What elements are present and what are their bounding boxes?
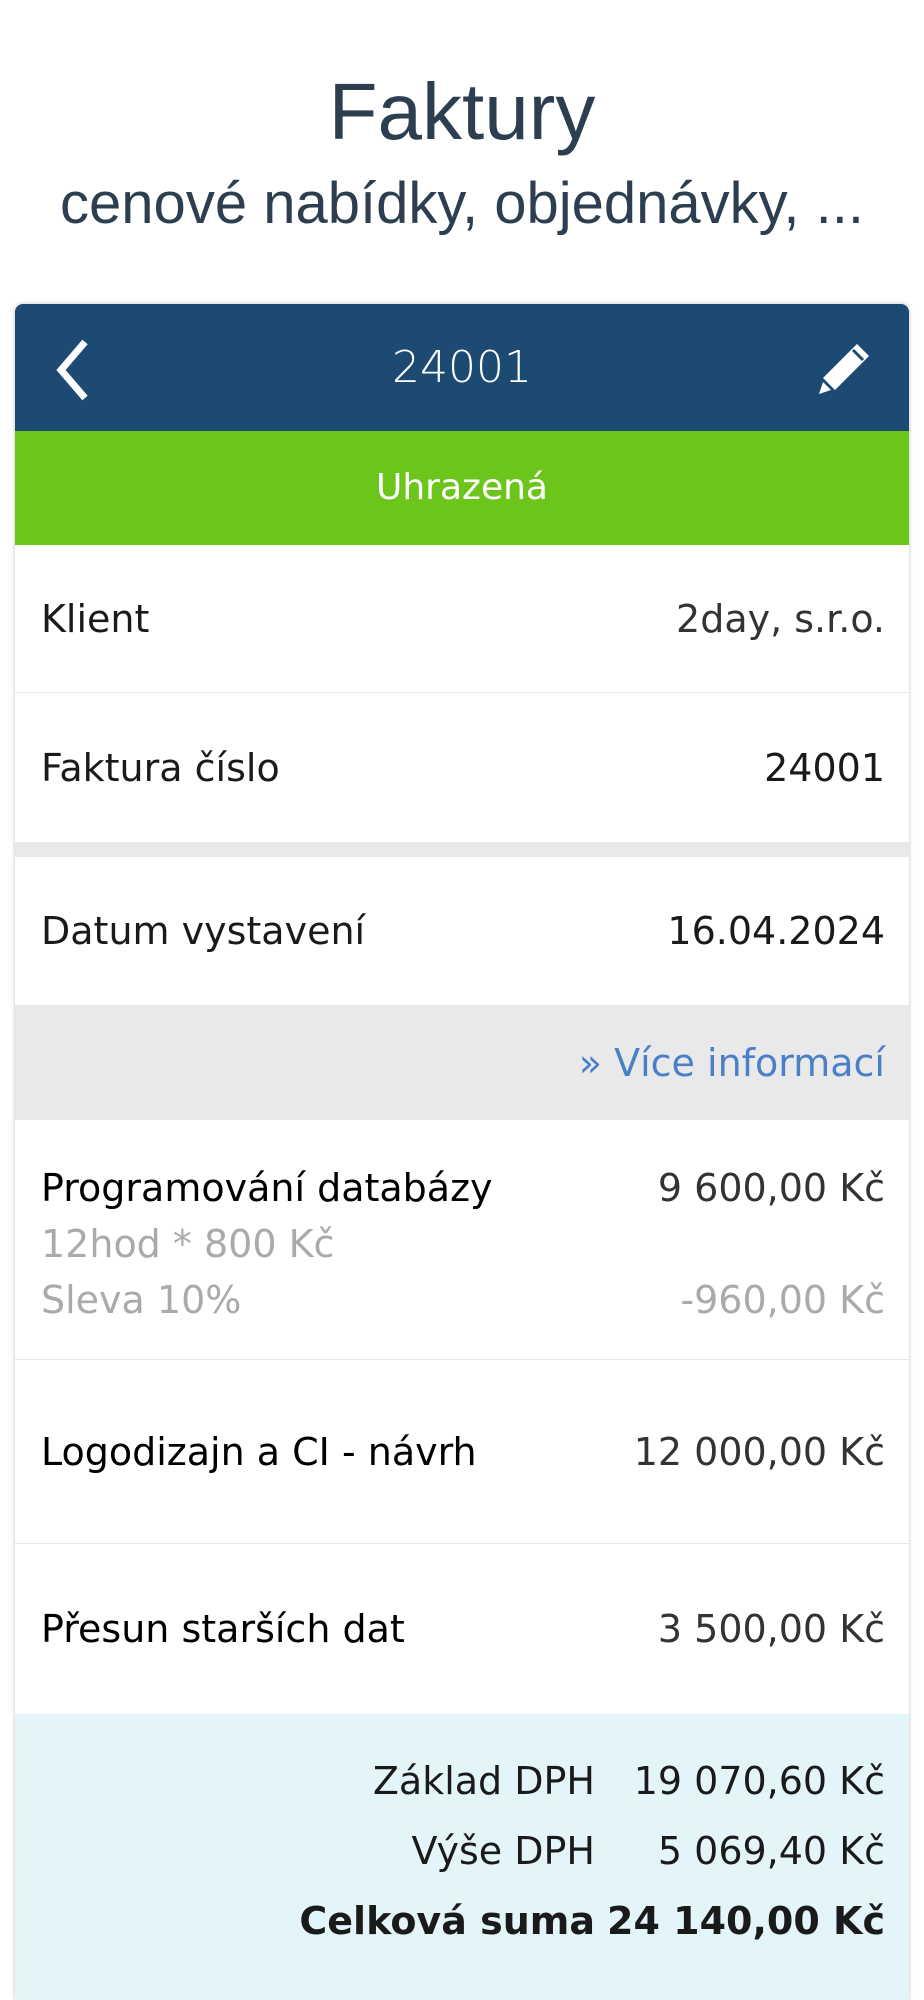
item-price: 12 000,00 Kč [633, 1429, 885, 1474]
page-subtitle: cenové nabídky, objednávky, ... [60, 171, 864, 236]
summary-label: Celková suma [299, 1899, 595, 1943]
divider [15, 842, 909, 857]
item-discount-value: -960,00 Kč [680, 1278, 885, 1322]
summary-value: 5 069,40 Kč [657, 1829, 885, 1873]
item-price: 9 600,00 Kč [657, 1166, 885, 1210]
chevron-left-icon[interactable] [51, 338, 101, 402]
summary-value: 19 070,60 Kč [633, 1759, 885, 1803]
invoice-number-title: 24001 [392, 342, 532, 393]
pencil-icon[interactable] [817, 340, 873, 396]
item-price: 3 500,00 Kč [657, 1607, 885, 1651]
summary-row-vat-base: Základ DPH 19 070,60 Kč [15, 1746, 909, 1816]
item-discount-label: Sleva 10% [41, 1278, 242, 1322]
summary-value: 24 140,00 Kč [607, 1899, 885, 1943]
detail-value: 24001 [764, 745, 885, 790]
line-item[interactable]: Programování databázy 9 600,00 Kč 12hod *… [15, 1120, 909, 1360]
detail-value: 2day, s.r.o. [676, 596, 885, 641]
item-name: Přesun starších dat [41, 1607, 405, 1651]
summary-row-vat: Výše DPH 5 069,40 Kč [15, 1816, 909, 1886]
summary-label: Výše DPH [411, 1829, 595, 1873]
summary-row-total: Celková suma 24 140,00 Kč [15, 1886, 909, 1956]
more-info-bar: » Více informací [15, 1005, 909, 1120]
totals-summary: Základ DPH 19 070,60 Kč Výše DPH 5 069,40 … [15, 1714, 909, 2000]
detail-label: Datum vystavení [41, 909, 366, 953]
more-info-link[interactable]: » Více informací [578, 1040, 885, 1085]
detail-label: Klient [41, 596, 150, 641]
detail-row-client: Klient 2day, s.r.o. [15, 545, 909, 693]
detail-value: 16.04.2024 [667, 909, 885, 953]
item-name: Logodizajn a CI - návrh [41, 1429, 477, 1474]
item-detail: 12hod * 800 Kč [41, 1222, 335, 1266]
detail-row-issue-date: Datum vystavení 16.04.2024 [15, 857, 909, 1005]
item-name: Programování databázy [41, 1166, 493, 1210]
invoice-card: 24001 Uhrazená Klient 2day, s.r.o. Faktu… [15, 304, 909, 2000]
invoice-header: 24001 [15, 304, 909, 431]
page-hero: Faktury cenové nabídky, objednávky, ... [0, 0, 924, 304]
detail-label: Faktura číslo [41, 745, 280, 790]
line-item[interactable]: Přesun starších dat 3 500,00 Kč [15, 1544, 909, 1714]
line-item[interactable]: Logodizajn a CI - návrh 12 000,00 Kč [15, 1360, 909, 1544]
summary-label: Základ DPH [372, 1759, 595, 1803]
detail-row-invoice-number: Faktura číslo 24001 [15, 693, 909, 842]
status-badge: Uhrazená [15, 431, 909, 545]
page-title: Faktury [328, 67, 596, 156]
